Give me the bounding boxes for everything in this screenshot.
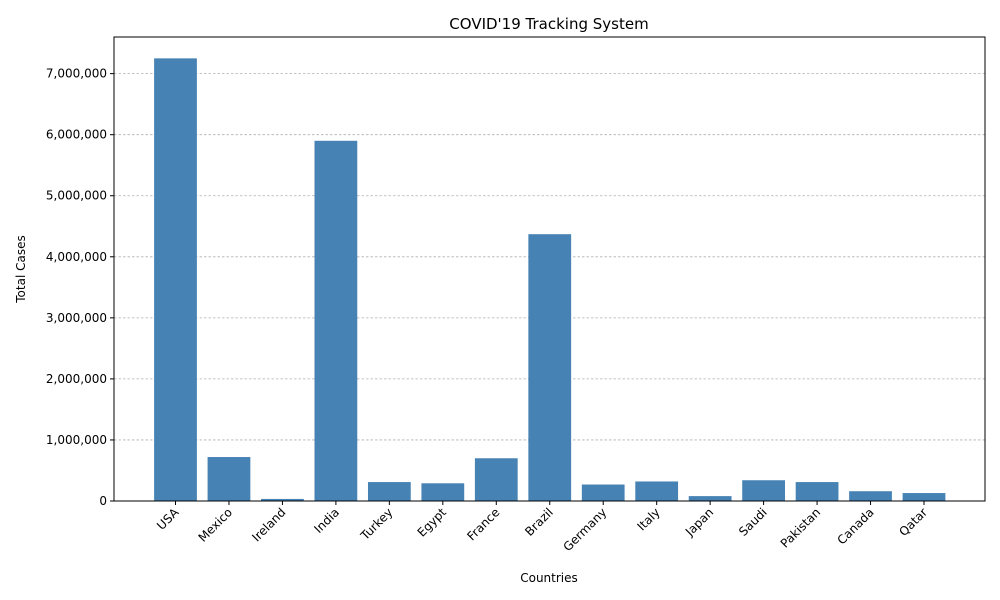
bar-saudi xyxy=(742,480,785,501)
x-tick-label: Germany xyxy=(560,505,609,554)
bar-ireland xyxy=(261,498,304,501)
bar-usa xyxy=(154,58,197,502)
x-tick-label: Pakistan xyxy=(778,505,823,550)
bar-egypt xyxy=(421,483,465,501)
y-tick-label: 0 xyxy=(99,494,107,508)
x-tick-label: Egypt xyxy=(415,505,450,540)
bar-brazil xyxy=(528,234,572,501)
y-tick-label: 5,000,000 xyxy=(46,189,107,203)
y-tick-label: 1,000,000 xyxy=(46,433,107,447)
chart-title: COVID'19 Tracking System xyxy=(449,15,648,33)
x-tick-label: Ireland xyxy=(249,505,288,544)
x-tick-label: USA xyxy=(154,505,182,533)
y-tick-label: 2,000,000 xyxy=(46,372,107,386)
y-tick-label: 6,000,000 xyxy=(46,128,107,142)
bars xyxy=(154,58,946,502)
x-tick-label: Saudi xyxy=(736,505,770,539)
bar-turkey xyxy=(367,482,411,501)
y-tick-label: 7,000,000 xyxy=(46,67,107,81)
x-axis-label: Countries xyxy=(520,571,578,585)
bar-canada xyxy=(849,491,892,501)
bar-india xyxy=(314,140,358,501)
x-tick-label: India xyxy=(311,505,342,536)
gridlines xyxy=(114,73,985,441)
bar-mexico xyxy=(207,457,251,501)
bar-pakistan xyxy=(795,482,839,501)
x-tick-label: Brazil xyxy=(522,505,556,539)
bar-qatar xyxy=(902,493,946,501)
bar-italy xyxy=(635,481,679,501)
bar-germany xyxy=(581,484,625,501)
x-axis-ticks: USA Mexico Ireland India Turkey Egypt France Br… xyxy=(154,501,930,554)
x-tick-label: Qatar xyxy=(896,505,930,539)
x-tick-label: Mexico xyxy=(196,505,236,545)
x-tick-label: Canada xyxy=(834,505,876,547)
x-tick-label: Italy xyxy=(634,505,662,533)
y-axis-label: Total Cases xyxy=(14,235,28,303)
y-tick-label: 4,000,000 xyxy=(46,250,107,264)
bar-japan xyxy=(688,496,732,501)
x-tick-label: Turkey xyxy=(357,505,395,543)
y-tick-label: 3,000,000 xyxy=(46,311,107,325)
x-tick-label: France xyxy=(464,505,502,543)
x-tick-label: Japan xyxy=(682,505,716,539)
bar-france xyxy=(474,458,518,501)
y-axis-ticks: 0 1,000,000 2,000,000 3,000,000 4,000,000 5,0… xyxy=(46,67,114,508)
